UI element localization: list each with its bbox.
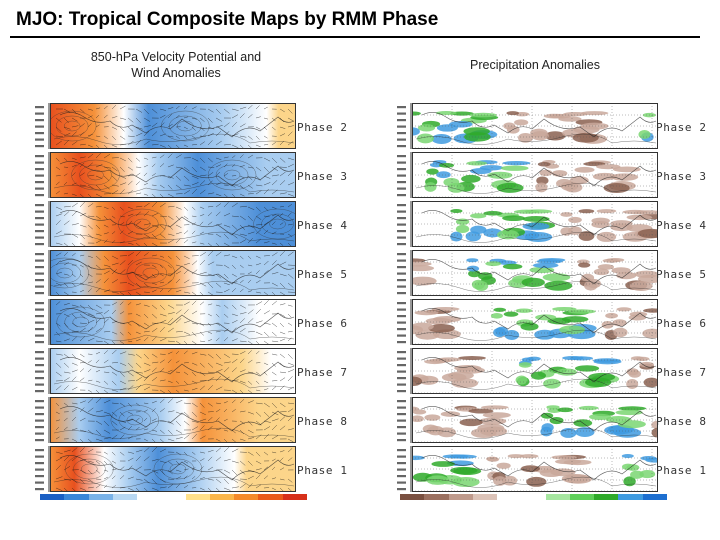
precipitation-panel-2 bbox=[412, 152, 658, 198]
precipitation-panel-8 bbox=[412, 446, 658, 492]
velocity-colorbar-swatch-11 bbox=[282, 494, 307, 500]
precipitation-phase-label: Phase 3 bbox=[656, 170, 707, 183]
velocity-phase-label: Phase 6 bbox=[297, 317, 348, 330]
precipitation-phase-label: Phase 5 bbox=[656, 268, 707, 281]
precipitation-colorbar-swatch-1 bbox=[400, 494, 425, 500]
velocity-latitude-ticks-2 bbox=[33, 152, 51, 198]
velocity-colorbar-swatch-9 bbox=[234, 494, 259, 500]
velocity-latitude-ticks-8 bbox=[33, 446, 51, 492]
velocity-colorbar-swatch-8 bbox=[209, 494, 235, 500]
precipitation-colorbar-swatch-4 bbox=[472, 494, 498, 500]
precipitation-colorbar-swatch-8 bbox=[569, 494, 595, 500]
velocity-phase-label: Phase 2 bbox=[297, 121, 348, 134]
velocity-colorbar bbox=[40, 494, 307, 500]
title-underline bbox=[10, 36, 700, 38]
precip-latitude-ticks-3 bbox=[395, 201, 413, 247]
precipitation-panel-6 bbox=[412, 348, 658, 394]
page-title: MJO: Tropical Composite Maps by RMM Phas… bbox=[16, 9, 439, 30]
precipitation-colorbar bbox=[400, 494, 667, 500]
velocity-colorbar-swatch-2 bbox=[64, 494, 89, 500]
precipitation-heading: Precipitation Anomalies bbox=[470, 58, 600, 72]
precipitation-phase-label: Phase 4 bbox=[656, 219, 707, 232]
velocity-panel-5 bbox=[50, 299, 296, 345]
precipitation-colorbar-swatch-5 bbox=[497, 494, 522, 500]
precipitation-phase-label: Phase 2 bbox=[656, 121, 707, 134]
velocity-latitude-ticks-7 bbox=[33, 397, 51, 443]
velocity-latitude-ticks-4 bbox=[33, 250, 51, 296]
velocity-colorbar-swatch-5 bbox=[137, 494, 162, 500]
precipitation-colorbar-swatch-9 bbox=[594, 494, 619, 500]
velocity-colorbar-swatch-6 bbox=[161, 494, 186, 500]
velocity-latitude-ticks-6 bbox=[33, 348, 51, 394]
precipitation-colorbar-swatch-7 bbox=[545, 494, 570, 500]
velocity-colorbar-swatch-10 bbox=[258, 494, 283, 500]
precip-latitude-ticks-4 bbox=[395, 250, 413, 296]
velocity-colorbar-swatch-3 bbox=[88, 494, 113, 500]
velocity-latitude-ticks-5 bbox=[33, 299, 51, 345]
precipitation-colorbar-swatch-11 bbox=[642, 494, 667, 500]
precip-latitude-ticks-2 bbox=[395, 152, 413, 198]
precipitation-panel-3 bbox=[412, 201, 658, 247]
velocity-potential-heading: 850-hPa Velocity Potential and Wind Anom… bbox=[70, 49, 282, 81]
velocity-phase-label: Phase 7 bbox=[297, 366, 348, 379]
velocity-panel-2 bbox=[50, 152, 296, 198]
precipitation-colorbar-swatch-3 bbox=[448, 494, 473, 500]
velocity-phase-label: Phase 5 bbox=[297, 268, 348, 281]
velocity-phase-label: Phase 3 bbox=[297, 170, 348, 183]
precipitation-panel-5 bbox=[412, 299, 658, 345]
precipitation-phase-label: Phase 8 bbox=[656, 415, 707, 428]
precipitation-panel-7 bbox=[412, 397, 658, 443]
velocity-latitude-ticks-3 bbox=[33, 201, 51, 247]
precipitation-panel-1 bbox=[412, 103, 658, 149]
precip-latitude-ticks-6 bbox=[395, 348, 413, 394]
precipitation-panel-4 bbox=[412, 250, 658, 296]
velocity-heading-line2: Wind Anomalies bbox=[131, 66, 221, 80]
velocity-panel-3 bbox=[50, 201, 296, 247]
precip-latitude-ticks-8 bbox=[395, 446, 413, 492]
velocity-latitude-ticks-1 bbox=[33, 103, 51, 149]
velocity-phase-label: Phase 8 bbox=[297, 415, 348, 428]
precipitation-colorbar-swatch-2 bbox=[424, 494, 449, 500]
precipitation-colorbar-swatch-10 bbox=[618, 494, 643, 500]
velocity-phase-label: Phase 4 bbox=[297, 219, 348, 232]
velocity-panel-7 bbox=[50, 397, 296, 443]
velocity-panel-8 bbox=[50, 446, 296, 492]
velocity-heading-line1: 850-hPa Velocity Potential and bbox=[90, 50, 262, 64]
precip-latitude-ticks-7 bbox=[395, 397, 413, 443]
precipitation-phase-label: Phase 7 bbox=[656, 366, 707, 379]
precip-latitude-ticks-5 bbox=[395, 299, 413, 345]
precipitation-phase-label: Phase 1 bbox=[656, 464, 707, 477]
precipitation-colorbar-swatch-6 bbox=[521, 494, 546, 500]
velocity-colorbar-swatch-7 bbox=[185, 494, 210, 500]
velocity-colorbar-swatch-4 bbox=[112, 494, 138, 500]
velocity-panel-6 bbox=[50, 348, 296, 394]
velocity-panel-4 bbox=[50, 250, 296, 296]
velocity-colorbar-swatch-1 bbox=[40, 494, 65, 500]
precipitation-phase-label: Phase 6 bbox=[656, 317, 707, 330]
velocity-phase-label: Phase 1 bbox=[297, 464, 348, 477]
precip-latitude-ticks-1 bbox=[395, 103, 413, 149]
velocity-panel-1 bbox=[50, 103, 296, 149]
